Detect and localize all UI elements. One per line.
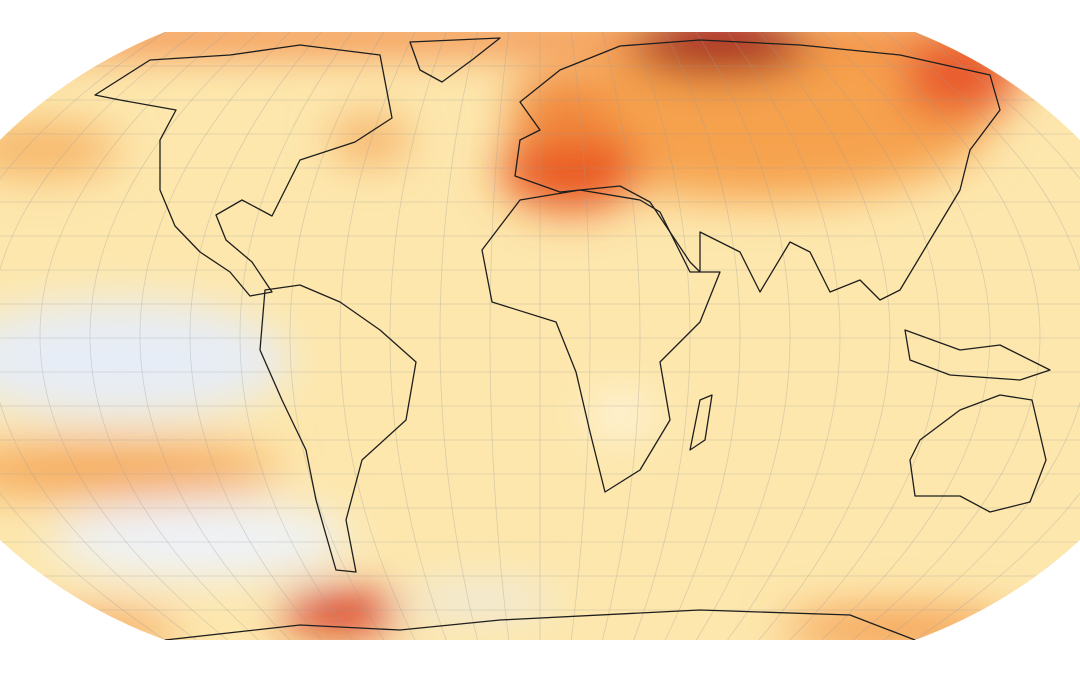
- graticule-line: [758, 32, 891, 640]
- graticule-line: [695, 32, 791, 640]
- graticule-line: [852, 32, 1041, 640]
- antarctic-warm-west: [0, 615, 180, 640]
- southeast-asia-islands: [904, 329, 1051, 381]
- south-pacific-warm: [0, 442, 280, 498]
- graticule-line: [39, 32, 228, 640]
- graticule-line: [789, 32, 941, 640]
- australia: [909, 394, 1047, 513]
- graticule-line: [439, 32, 478, 640]
- graticule-line: [89, 32, 260, 640]
- graticule-line: [289, 32, 385, 640]
- south-america: [259, 284, 417, 573]
- graticule-line: [664, 32, 741, 640]
- greenland: [409, 37, 501, 83]
- graticule-line: [189, 32, 322, 640]
- coastlines: [94, 37, 1051, 640]
- graticule-line: [239, 32, 353, 640]
- eurasia: [514, 39, 1001, 301]
- antarctic-hot: [280, 592, 400, 632]
- mediterranean: [500, 130, 640, 210]
- graticule-line: [727, 32, 841, 640]
- graticule-line: [0, 32, 166, 640]
- graticule-line: [0, 32, 197, 640]
- graticule-line: [570, 32, 591, 640]
- africa-mild: [590, 395, 650, 435]
- eurasia-warm: [530, 40, 990, 200]
- north-pacific: [0, 125, 120, 175]
- south-pacific-cool: [50, 500, 350, 580]
- north-america: [94, 44, 393, 297]
- graticule: [0, 32, 1080, 640]
- pacific-cool: [0, 300, 290, 420]
- siberia-hot: [630, 32, 810, 75]
- antarctica: [164, 609, 916, 640]
- antarctic-warm: [780, 610, 1020, 640]
- graticule-line: [633, 32, 691, 640]
- graticule-line: [883, 32, 1080, 640]
- graticule-line: [339, 32, 416, 640]
- east-siberia: [900, 45, 1020, 115]
- north-atlantic: [330, 120, 410, 160]
- graticule-line: [489, 32, 510, 640]
- graticule-line: [602, 32, 641, 640]
- weddell-cool: [400, 588, 560, 612]
- graticule-line: [389, 32, 447, 640]
- madagascar: [689, 394, 713, 451]
- graticule-line: [821, 32, 991, 640]
- graticule-line: [139, 32, 291, 640]
- graticule-line: [914, 32, 1080, 640]
